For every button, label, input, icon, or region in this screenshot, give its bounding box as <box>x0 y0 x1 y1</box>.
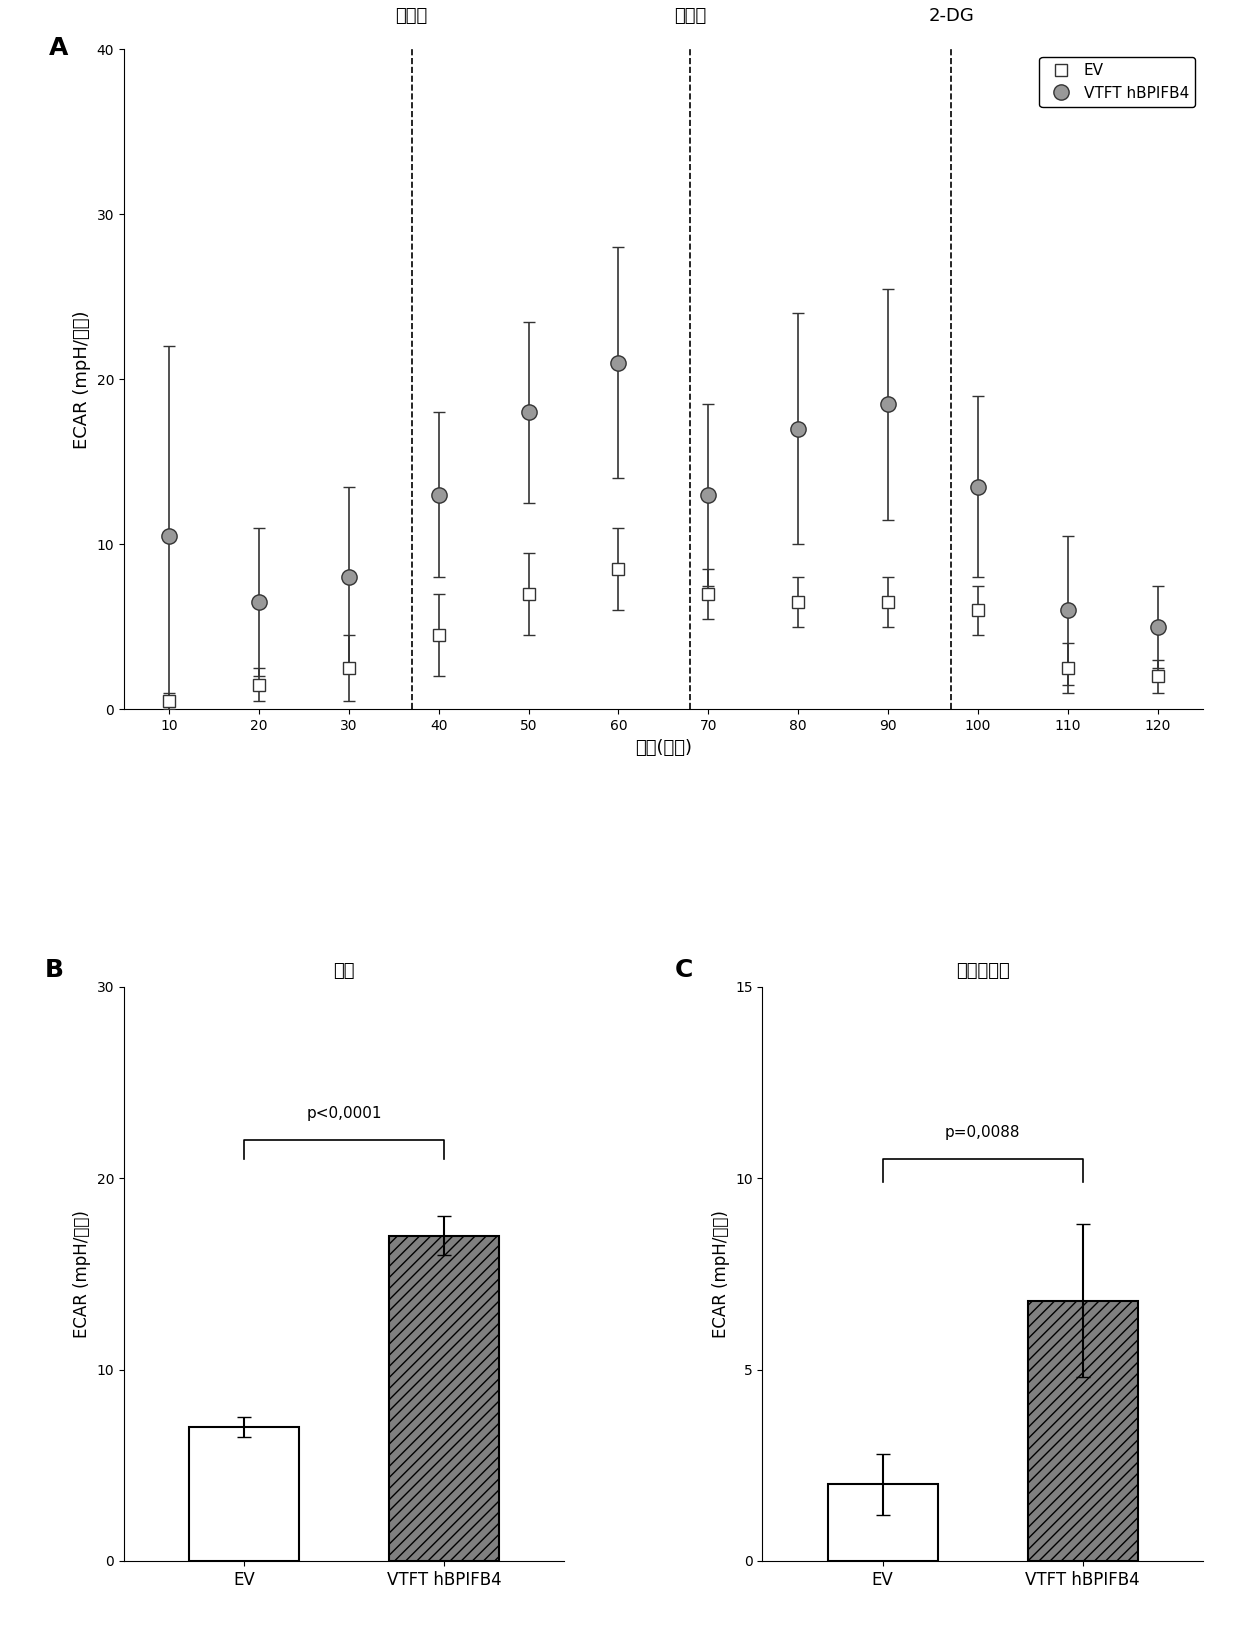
Text: 2-DG: 2-DG <box>929 7 973 25</box>
Bar <box>188 1426 299 1561</box>
Bar <box>827 1484 937 1561</box>
Text: A: A <box>48 36 68 61</box>
Text: 寏露素: 寏露素 <box>675 7 707 25</box>
Text: 葡萄糖: 葡萄糖 <box>396 7 428 25</box>
Y-axis label: ECAR (mpH/分钟): ECAR (mpH/分钟) <box>73 311 91 449</box>
Bar <box>389 1236 500 1561</box>
Bar <box>1028 1301 1138 1561</box>
Title: 糖酵解能力: 糖酵解能力 <box>956 961 1009 979</box>
Title: 基础: 基础 <box>334 961 355 979</box>
Y-axis label: ECAR (mpH/分钟): ECAR (mpH/分钟) <box>73 1209 91 1337</box>
Y-axis label: ECAR (mpH/分钟): ECAR (mpH/分钟) <box>712 1209 729 1337</box>
Text: B: B <box>45 958 63 983</box>
X-axis label: 时间(分钟): 时间(分钟) <box>635 739 692 756</box>
Text: p=0,0088: p=0,0088 <box>945 1125 1021 1140</box>
Text: p<0,0001: p<0,0001 <box>306 1106 382 1121</box>
Text: C: C <box>675 958 693 983</box>
Legend: EV, VTFT hBPIFB4: EV, VTFT hBPIFB4 <box>1039 58 1195 107</box>
